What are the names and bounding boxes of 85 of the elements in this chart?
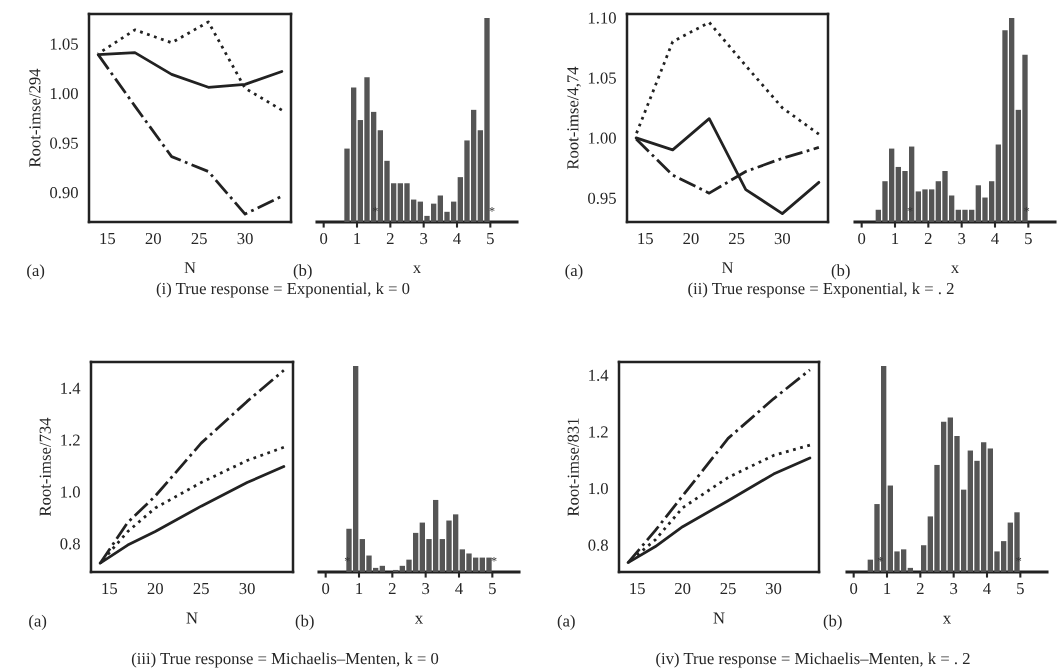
x-tick-label: 0	[850, 582, 858, 595]
text: (iii) True response = Michaelis–Menten, k = 0	[131, 652, 439, 668]
x-tick-label: 25	[729, 232, 745, 245]
annotation: *	[344, 557, 350, 562]
y-axis-title: Root-imse/831	[567, 418, 579, 517]
x-tick-label: 0	[322, 582, 330, 595]
x-tick-label: 30	[237, 232, 253, 245]
x-tick-label: 30	[239, 582, 255, 595]
x-tick-label: 5	[489, 583, 496, 595]
x-tick-label: 20	[147, 582, 163, 595]
x-tick-label: 25	[191, 232, 207, 245]
x-axis-title: x	[412, 265, 421, 274]
x-tick-label: 15	[102, 582, 118, 595]
x-axis-title: x	[942, 615, 951, 624]
x-tick-label: 25	[720, 582, 736, 595]
x-tick-label: 15	[100, 232, 116, 245]
x-axis-title: x	[414, 615, 423, 624]
x-tick-label: 20	[675, 582, 691, 595]
x-axis-title: N	[721, 262, 734, 274]
y-tick-label: 1.05	[50, 38, 78, 50]
x-tick-label: 2	[916, 582, 924, 594]
x-tick-label: 3	[958, 232, 966, 245]
y-tick-label: 1.10	[588, 12, 616, 24]
text: (ii) True response = Exponential, k = . 2	[688, 282, 954, 298]
text: (b)	[295, 614, 314, 630]
x-tick-label: 5	[487, 233, 494, 245]
text: (b)	[823, 614, 842, 630]
x-tick-label: 3	[422, 582, 430, 595]
text: (b)	[293, 264, 312, 280]
y-tick-label: 1.4	[589, 369, 609, 382]
x-tick-label: 2	[388, 582, 396, 594]
x-tick-label: 15	[630, 582, 645, 595]
y-tick-label: 1.2	[61, 434, 80, 446]
y-axis-title: Root-imse/4,74	[567, 66, 581, 170]
text: (iv) True response = Michaelis–Menten, k = . 2	[656, 652, 970, 668]
text: (a)	[557, 614, 575, 630]
x-tick-label: 1	[884, 582, 891, 594]
x-axis-title: N	[184, 262, 196, 274]
x-tick-label: 1	[354, 232, 361, 244]
x-tick-label: 3	[950, 582, 958, 595]
y-tick-label: 1.05	[588, 72, 616, 84]
y-tick-label: 0.8	[60, 538, 80, 550]
x-tick-label: 3	[420, 232, 428, 245]
y-tick-label: 0.8	[588, 539, 608, 551]
x-tick-label: 30	[774, 232, 791, 245]
x-axis-title: N	[713, 612, 725, 624]
text: (a)	[565, 264, 583, 280]
y-tick-label: 1.00	[588, 132, 616, 144]
x-tick-label: 4	[983, 583, 991, 594]
x-tick-label: 20	[683, 232, 699, 245]
y-tick-label: 0.95	[50, 137, 78, 149]
x-tick-label: 4	[455, 583, 463, 594]
y-tick-label: 1.0	[61, 486, 80, 498]
x-tick-label: 1	[356, 582, 363, 594]
annotation: *	[372, 207, 378, 212]
x-axis-title: x	[950, 265, 959, 274]
y-tick-label: 0.90	[50, 186, 78, 199]
annotation: *	[877, 557, 883, 562]
x-tick-label: 5	[1017, 583, 1024, 595]
x-tick-label: 4	[991, 233, 999, 244]
x-tick-label: 1	[892, 232, 899, 244]
text: (a)	[27, 264, 45, 280]
y-axis-title: Root-imse/734	[39, 417, 51, 517]
x-tick-label: 20	[145, 232, 161, 245]
x-tick-label: 15	[638, 232, 653, 245]
x-tick-label: 2	[924, 232, 932, 244]
y-tick-label: 1.4	[61, 382, 81, 394]
annotation: *	[1016, 557, 1022, 562]
y-tick-label: 1.0	[589, 482, 608, 495]
x-tick-label: 0	[858, 232, 866, 245]
annotation: *	[1024, 207, 1030, 212]
x-axis-title: N	[186, 612, 198, 624]
y-tick-label: 0.95	[588, 192, 616, 204]
text: (a)	[29, 614, 47, 630]
x-tick-label: 0	[320, 232, 328, 245]
y-axis-title: Root-imse/294	[29, 68, 41, 168]
y-tick-label: 1.2	[589, 426, 608, 438]
x-tick-label: 2	[386, 232, 394, 244]
x-tick-label: 5	[1025, 233, 1032, 245]
x-tick-label: 30	[766, 582, 782, 595]
x-tick-label: 4	[453, 233, 461, 244]
text: (b)	[831, 264, 850, 280]
y-tick-label: 1.00	[50, 87, 78, 100]
text: (i) True response = Exponential, k = 0	[156, 282, 410, 298]
x-tick-label: 25	[193, 582, 209, 595]
